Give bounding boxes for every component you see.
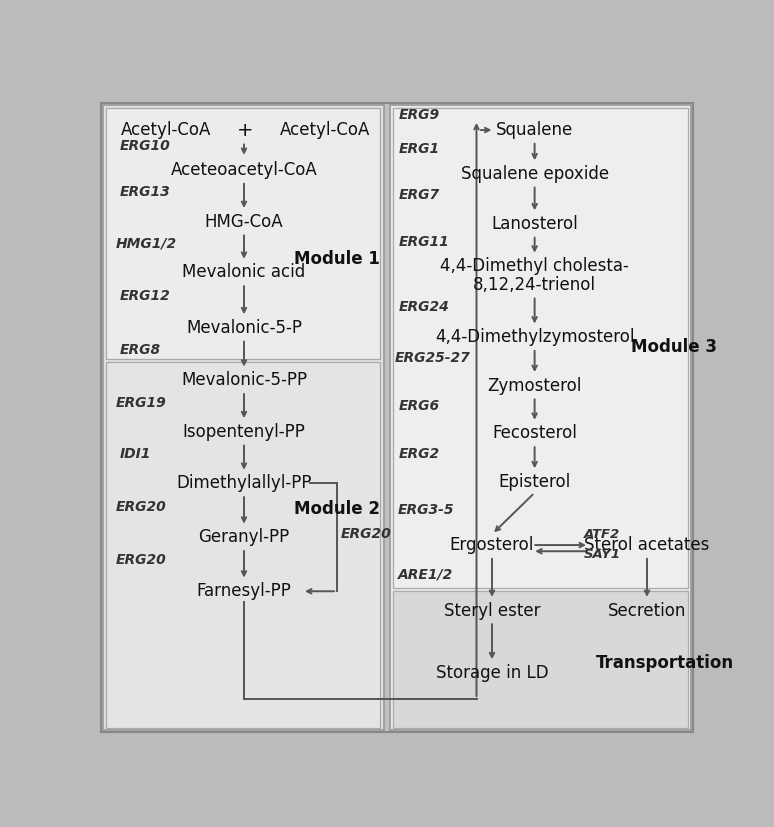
Text: Fecosterol: Fecosterol: [492, 424, 577, 442]
Text: ERG13: ERG13: [120, 185, 171, 199]
Text: Module 3: Module 3: [631, 338, 717, 356]
Text: ERG20: ERG20: [116, 500, 167, 514]
Bar: [106, 361, 380, 729]
Text: Acetyl-CoA: Acetyl-CoA: [280, 121, 371, 139]
Text: ERG10: ERG10: [120, 139, 171, 153]
Text: 4,4-Dimethylzymosterol: 4,4-Dimethylzymosterol: [435, 328, 635, 347]
Text: ERG8: ERG8: [120, 343, 161, 357]
Text: ERG2: ERG2: [399, 447, 440, 461]
Bar: [103, 105, 383, 730]
Text: Squalene epoxide: Squalene epoxide: [461, 165, 608, 183]
Text: ERG9: ERG9: [399, 108, 440, 122]
Text: SAY1: SAY1: [584, 547, 621, 561]
Text: HMG1/2: HMG1/2: [116, 237, 177, 251]
Bar: [392, 108, 688, 588]
Text: Squalene: Squalene: [496, 121, 574, 139]
Text: ERG12: ERG12: [120, 289, 171, 304]
Text: +: +: [238, 121, 254, 140]
Text: Storage in LD: Storage in LD: [436, 664, 548, 682]
Text: ARE1/2: ARE1/2: [398, 567, 453, 581]
Text: ERG24: ERG24: [399, 300, 450, 314]
Bar: [106, 108, 380, 359]
Text: Module 2: Module 2: [294, 500, 380, 518]
Text: Aceteoacetyl-CoA: Aceteoacetyl-CoA: [170, 161, 317, 179]
Text: ERG1: ERG1: [399, 141, 440, 155]
Text: 4,4-Dimethyl cholesta-: 4,4-Dimethyl cholesta-: [440, 257, 629, 275]
Text: Sterol acetates: Sterol acetates: [584, 536, 710, 554]
Text: Ergosterol: Ergosterol: [450, 536, 534, 554]
Text: Farnesyl-PP: Farnesyl-PP: [197, 582, 292, 600]
Text: ERG25-27: ERG25-27: [395, 351, 471, 365]
Text: Acetyl-CoA: Acetyl-CoA: [122, 121, 211, 139]
Text: ERG7: ERG7: [399, 189, 440, 203]
Text: Mevalonic-5-PP: Mevalonic-5-PP: [181, 371, 307, 390]
Text: ERG20: ERG20: [341, 527, 392, 541]
Text: Episterol: Episterol: [498, 473, 570, 491]
Text: Mevalonic-5-P: Mevalonic-5-P: [186, 319, 302, 337]
Text: ERG11: ERG11: [399, 235, 450, 249]
Text: ERG6: ERG6: [399, 399, 440, 413]
Text: HMG-CoA: HMG-CoA: [204, 213, 283, 231]
Text: Steryl ester: Steryl ester: [444, 601, 540, 619]
Text: Dimethylallyl-PP: Dimethylallyl-PP: [176, 475, 312, 492]
Text: 8,12,24-trienol: 8,12,24-trienol: [473, 276, 596, 294]
Text: Lanosterol: Lanosterol: [491, 215, 578, 233]
Text: Mevalonic acid: Mevalonic acid: [183, 264, 306, 281]
Bar: [389, 105, 691, 730]
Text: Transportation: Transportation: [596, 654, 734, 672]
Text: ERG19: ERG19: [116, 395, 167, 409]
Text: Secretion: Secretion: [608, 601, 687, 619]
Text: Geranyl-PP: Geranyl-PP: [198, 528, 289, 547]
Text: Isopentenyl-PP: Isopentenyl-PP: [183, 423, 306, 441]
Text: Zymosterol: Zymosterol: [488, 376, 582, 394]
Text: ERG20: ERG20: [116, 553, 167, 567]
Text: ATF2: ATF2: [584, 528, 620, 541]
Text: IDI1: IDI1: [120, 447, 152, 461]
Text: ERG3-5: ERG3-5: [398, 503, 454, 517]
Bar: [392, 591, 688, 729]
Text: Module 1: Module 1: [294, 250, 380, 268]
